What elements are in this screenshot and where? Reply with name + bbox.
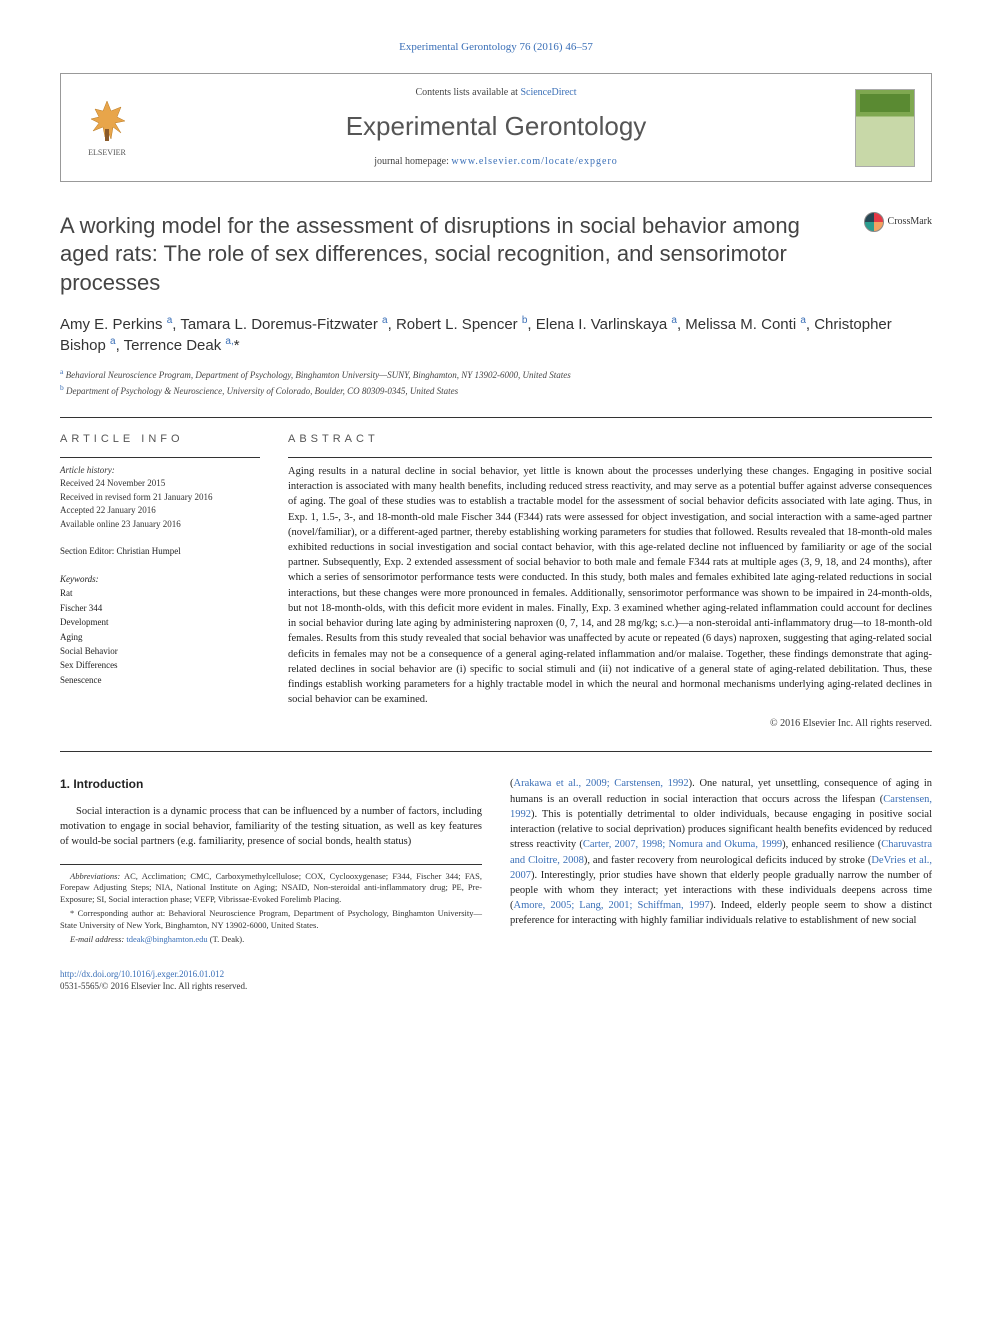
history-line: Accepted 22 January 2016 <box>60 504 260 518</box>
keyword: Rat <box>60 586 260 600</box>
affiliation: a Behavioral Neuroscience Program, Depar… <box>60 366 932 383</box>
info-abstract-row: ARTICLE INFO Article history: Received 2… <box>60 432 932 732</box>
body-col-right: (Arakawa et al., 2009; Carstensen, 1992)… <box>510 776 932 947</box>
intro-para-2: (Arakawa et al., 2009; Carstensen, 1992)… <box>510 776 932 928</box>
intro-para-1: Social interaction is a dynamic process … <box>60 804 482 850</box>
citation[interactable]: Carter, 2007, 1998; Nomura and Okuma, 19… <box>583 839 782 850</box>
history-line: Received in revised form 21 January 2016 <box>60 491 260 505</box>
page-footer: http://dx.doi.org/10.1016/j.exger.2016.0… <box>60 968 932 993</box>
elsevier-logo: ELSEVIER <box>77 93 137 163</box>
email-note: E-mail address: tdeak@binghamton.edu (T.… <box>60 934 482 946</box>
journal-citation-header: Experimental Gerontology 76 (2016) 46–57 <box>60 40 932 55</box>
article-title: A working model for the assessment of di… <box>60 212 844 298</box>
homepage-link[interactable]: www.elsevier.com/locate/expgero <box>451 156 617 167</box>
crossmark-icon <box>864 212 884 232</box>
keywords-block: Keywords: RatFischer 344DevelopmentAging… <box>60 572 260 687</box>
citation[interactable]: Arakawa et al., 2009; Carstensen, 1992 <box>514 778 689 789</box>
keyword: Senescence <box>60 673 260 687</box>
abstract-col: ABSTRACT Aging results in a natural decl… <box>288 432 932 732</box>
editor-label: Section Editor: <box>60 546 117 556</box>
footnotes: Abbreviations: AC, Acclimation; CMC, Car… <box>60 864 482 946</box>
history-line: Received 24 November 2015 <box>60 477 260 491</box>
homepage-label: journal homepage: <box>374 156 451 167</box>
intro-heading: 1. Introduction <box>60 776 482 793</box>
elsevier-tree-icon <box>83 97 131 145</box>
article-history: Article history: Received 24 November 20… <box>60 464 260 532</box>
divider-top <box>60 417 932 418</box>
history-label: Article history: <box>60 464 260 478</box>
header-center: Contents lists available at ScienceDirec… <box>153 86 839 168</box>
homepage-line: journal homepage: www.elsevier.com/locat… <box>153 155 839 169</box>
abstract-heading: ABSTRACT <box>288 432 932 447</box>
body-col-left: 1. Introduction Social interaction is a … <box>60 776 482 947</box>
email-suffix: (T. Deak). <box>208 934 245 944</box>
contents-line: Contents lists available at ScienceDirec… <box>153 86 839 100</box>
abbrev-text: AC, Acclimation; CMC, Carboxymethylcellu… <box>60 871 482 905</box>
divider-bottom <box>60 751 932 752</box>
article-info-heading: ARTICLE INFO <box>60 432 260 447</box>
info-divider <box>60 457 260 458</box>
keyword: Development <box>60 615 260 629</box>
corr-label: * Corresponding author at: <box>70 908 165 918</box>
sciencedirect-link[interactable]: ScienceDirect <box>520 87 576 98</box>
journal-name: Experimental Gerontology <box>153 108 839 144</box>
crossmark-label: CrossMark <box>888 215 932 229</box>
section-editor: Section Editor: Christian Humpel <box>60 545 260 558</box>
keyword: Aging <box>60 630 260 644</box>
email-link[interactable]: tdeak@binghamton.edu <box>126 934 207 944</box>
journal-cover-thumb <box>855 89 915 167</box>
affiliation: b Department of Psychology & Neuroscienc… <box>60 382 932 399</box>
abstract-text: Aging results in a natural decline in so… <box>288 464 932 708</box>
article-info-col: ARTICLE INFO Article history: Received 2… <box>60 432 260 732</box>
keyword: Fischer 344 <box>60 601 260 615</box>
issn-copyright: 0531-5565/© 2016 Elsevier Inc. All right… <box>60 981 247 991</box>
corresponding-author-note: * Corresponding author at: Behavioral Ne… <box>60 908 482 932</box>
title-row: A working model for the assessment of di… <box>60 212 932 298</box>
email-label: E-mail address: <box>70 934 126 944</box>
keyword: Social Behavior <box>60 644 260 658</box>
contents-text: Contents lists available at <box>415 87 520 98</box>
crossmark-badge[interactable]: CrossMark <box>864 212 932 232</box>
journal-header-box: ELSEVIER Contents lists available at Sci… <box>60 73 932 181</box>
abbrev-label: Abbreviations: <box>70 871 120 881</box>
abstract-divider <box>288 457 932 458</box>
keywords-label: Keywords: <box>60 572 260 586</box>
body-columns: 1. Introduction Social interaction is a … <box>60 776 932 947</box>
history-line: Available online 23 January 2016 <box>60 518 260 532</box>
keyword: Sex Differences <box>60 658 260 672</box>
doi-link[interactable]: http://dx.doi.org/10.1016/j.exger.2016.0… <box>60 969 224 979</box>
authors-line: Amy E. Perkins a, Tamara L. Doremus-Fitz… <box>60 314 932 356</box>
editor-name: Christian Humpel <box>117 546 181 556</box>
journal-citation-link[interactable]: Experimental Gerontology 76 (2016) 46–57 <box>399 41 593 53</box>
elsevier-label: ELSEVIER <box>88 147 126 158</box>
abbreviations-note: Abbreviations: AC, Acclimation; CMC, Car… <box>60 871 482 907</box>
abstract-copyright: © 2016 Elsevier Inc. All rights reserved… <box>288 717 932 731</box>
affiliations: a Behavioral Neuroscience Program, Depar… <box>60 366 932 399</box>
citation[interactable]: Amore, 2005; Lang, 2001; Schiffman, 1997 <box>514 900 710 911</box>
